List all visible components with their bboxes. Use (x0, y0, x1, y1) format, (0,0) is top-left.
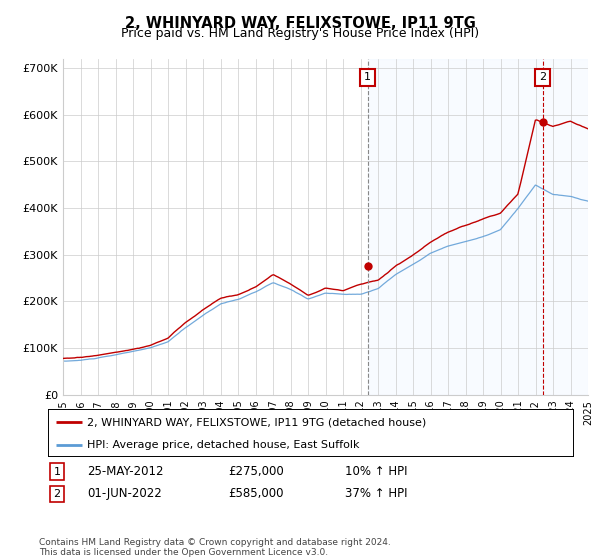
Text: Price paid vs. HM Land Registry's House Price Index (HPI): Price paid vs. HM Land Registry's House … (121, 27, 479, 40)
Text: 2, WHINYARD WAY, FELIXSTOWE, IP11 9TG (detached house): 2, WHINYARD WAY, FELIXSTOWE, IP11 9TG (d… (88, 417, 427, 427)
Text: 01-JUN-2022: 01-JUN-2022 (87, 487, 162, 501)
Text: 37% ↑ HPI: 37% ↑ HPI (345, 487, 407, 501)
Bar (367, 59, 588, 395)
Text: HPI: Average price, detached house, East Suffolk: HPI: Average price, detached house, East… (88, 440, 360, 450)
Text: 2, WHINYARD WAY, FELIXSTOWE, IP11 9TG: 2, WHINYARD WAY, FELIXSTOWE, IP11 9TG (125, 16, 475, 31)
Text: £275,000: £275,000 (228, 465, 284, 478)
Text: 2: 2 (53, 489, 61, 499)
Text: 2: 2 (539, 72, 546, 82)
Text: 1: 1 (364, 72, 371, 82)
Text: £585,000: £585,000 (228, 487, 284, 501)
Text: 1: 1 (53, 466, 61, 477)
Text: 10% ↑ HPI: 10% ↑ HPI (345, 465, 407, 478)
Text: 25-MAY-2012: 25-MAY-2012 (87, 465, 163, 478)
Text: Contains HM Land Registry data © Crown copyright and database right 2024.
This d: Contains HM Land Registry data © Crown c… (39, 538, 391, 557)
